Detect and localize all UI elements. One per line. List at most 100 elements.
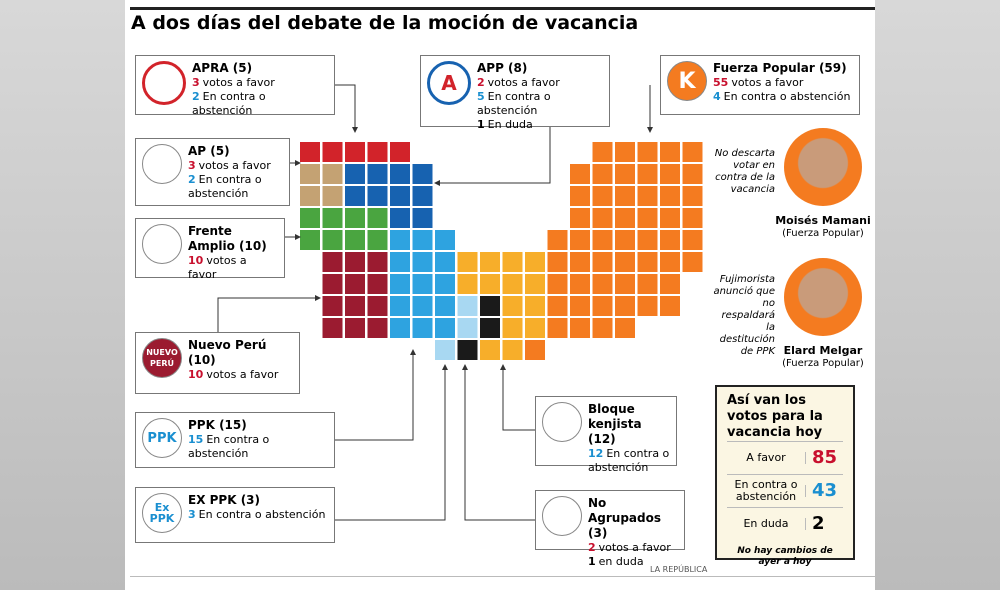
vote-line: 3 En contra o abstención — [188, 508, 325, 522]
photo — [784, 128, 862, 206]
seat — [615, 252, 635, 272]
seat — [592, 142, 613, 162]
party-text: EX PPK (3) 3 En contra o abstención — [188, 493, 325, 538]
seat — [525, 296, 545, 316]
party-logo: NUEVO PERÚ — [142, 338, 182, 378]
seat — [637, 186, 658, 206]
seat — [412, 296, 433, 316]
vote-number: 10 — [188, 254, 204, 267]
vote-text: En contra o abstención — [198, 508, 326, 521]
seat — [660, 164, 680, 184]
seat — [660, 296, 680, 316]
photo — [784, 258, 862, 336]
seat — [412, 252, 433, 272]
seat — [390, 252, 410, 272]
seat — [412, 186, 433, 206]
vote-text: En contra o abstención — [192, 90, 266, 117]
seat — [570, 252, 590, 272]
seat — [345, 252, 365, 272]
seat — [682, 230, 703, 250]
vote-text: votos a favor — [206, 368, 279, 381]
party-name: AP (5) — [188, 144, 230, 158]
vote-number: 10 — [188, 368, 204, 381]
vote-text: en duda — [598, 555, 644, 568]
seat — [457, 296, 478, 316]
party-box: Bloque kenjista (12) 12 En contra o absten… — [535, 396, 677, 474]
seat — [300, 208, 320, 228]
seat — [547, 230, 568, 250]
bottom-rule — [130, 576, 875, 577]
seat — [345, 230, 365, 250]
vote-line: 55 votos a favor — [713, 76, 850, 90]
seat — [390, 186, 410, 206]
seat — [457, 274, 478, 294]
seat — [570, 186, 590, 206]
connector — [335, 349, 416, 441]
seat — [525, 274, 545, 294]
seat — [682, 186, 703, 206]
seat — [390, 208, 410, 228]
summary-value: 85 — [805, 449, 837, 467]
politician-note: Fujimorista anunció que no respaldará la… — [713, 274, 775, 357]
seat — [412, 274, 433, 294]
party-text: No Agrupados (3) 2 votos a favor 1 en duda — [588, 496, 678, 568]
party-text: Bloque kenjista (12) 12 En contra o absten… — [588, 402, 670, 474]
party-name: APRA (5) — [192, 61, 253, 75]
top-rule — [130, 7, 875, 10]
seat — [435, 318, 455, 338]
party-box: K Fuerza Popular (59) 55 votos a favor 4 En c… — [660, 55, 860, 115]
seat — [300, 186, 320, 206]
party-logo: PPK — [142, 418, 182, 458]
seat — [367, 230, 388, 250]
seat — [412, 208, 433, 228]
seat — [480, 296, 500, 316]
seat — [435, 340, 455, 360]
seat — [502, 274, 523, 294]
seat — [435, 252, 455, 272]
vote-line: 3 votos a favor — [192, 76, 328, 90]
seat — [660, 208, 680, 228]
summary-box: Así van los votos para la vacancia hoy A… — [715, 385, 855, 567]
seat — [615, 274, 635, 294]
vote-line: 2 En contra o abstención — [188, 173, 283, 201]
seat — [457, 340, 478, 360]
seat — [390, 142, 410, 162]
seat — [592, 252, 613, 272]
seat — [457, 252, 478, 272]
connector — [335, 364, 448, 521]
seat — [322, 142, 343, 162]
seat — [615, 186, 635, 206]
seat — [637, 142, 658, 162]
vote-number: 5 — [477, 90, 485, 103]
seat — [660, 252, 680, 272]
seat — [660, 142, 680, 162]
seat — [570, 208, 590, 228]
seat — [480, 340, 500, 360]
vote-text: En duda — [487, 118, 533, 131]
seat — [637, 208, 658, 228]
party-name: EX PPK (3) — [188, 493, 261, 507]
politician-name: Elard Melgar — [783, 344, 863, 357]
seat — [390, 164, 410, 184]
party-text: APRA (5) 3 votos a favor 2 En contra o abste… — [192, 61, 328, 117]
seat — [615, 142, 635, 162]
seat — [570, 164, 590, 184]
seat — [615, 208, 635, 228]
vote-number: 2 — [188, 173, 196, 186]
seat — [615, 318, 635, 338]
seat — [637, 274, 658, 294]
seat — [345, 142, 365, 162]
seat — [322, 318, 343, 338]
vote-text: En contra o abstención — [188, 173, 262, 200]
seat — [367, 208, 388, 228]
seat — [322, 274, 343, 294]
seat — [322, 252, 343, 272]
vote-text: votos a favor — [731, 76, 804, 89]
seat — [682, 208, 703, 228]
seat — [502, 340, 523, 360]
summary-row: A favor 85 — [727, 441, 843, 474]
seat — [570, 318, 590, 338]
seat — [480, 274, 500, 294]
seat — [412, 230, 433, 250]
vote-number: 4 — [713, 90, 721, 103]
